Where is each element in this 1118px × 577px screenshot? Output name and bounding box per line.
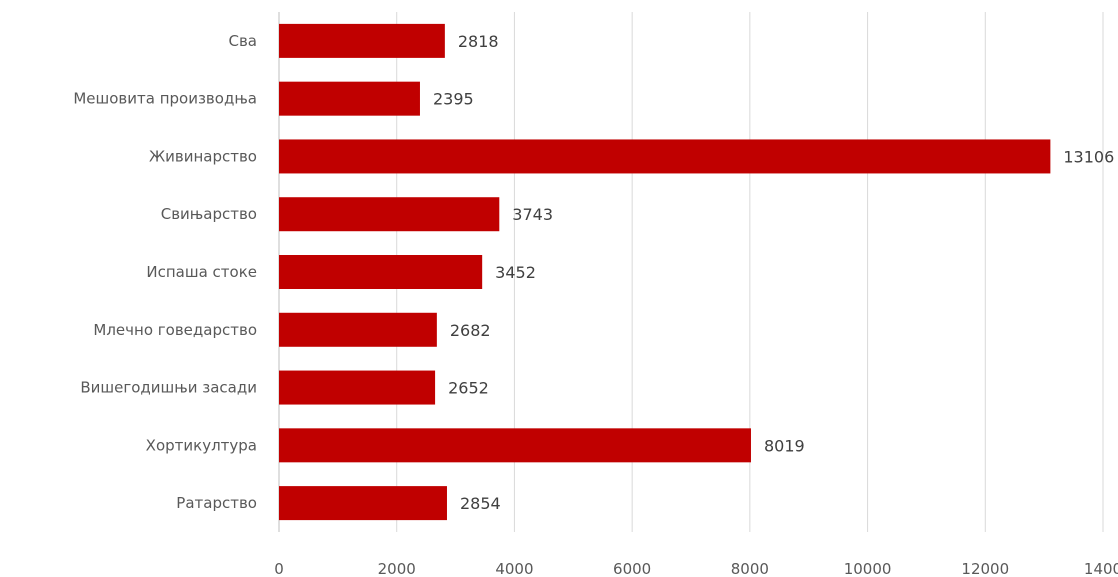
bar (279, 370, 436, 405)
value-label: 3452 (495, 263, 536, 282)
value-label: 3743 (512, 205, 553, 224)
x-tick-label: 1400 (1084, 560, 1118, 577)
value-label: 2854 (460, 494, 501, 513)
category-label: Испаша стоке (146, 263, 257, 281)
category-label: Ратарство (176, 494, 257, 512)
bar (279, 139, 1051, 174)
x-tick-label: 2000 (378, 560, 416, 577)
category-label: Сва (228, 32, 257, 50)
x-tick-label: 4000 (495, 560, 533, 577)
value-label: 8019 (764, 436, 805, 455)
x-tick-label: 10000 (844, 560, 892, 577)
bar (279, 23, 445, 58)
value-label: 2818 (458, 32, 499, 51)
x-axis-tick-labels: 0 2000 4000 6000 8000 10000 12000 1400 (274, 560, 1118, 577)
x-tick-label: 8000 (731, 560, 769, 577)
category-labels: Сва Мешовита производња Живинарство Свињарс… (73, 32, 257, 512)
bar (279, 197, 500, 232)
value-label: 13106 (1063, 147, 1114, 166)
value-label: 2682 (450, 321, 491, 340)
x-tick-label: 6000 (613, 560, 651, 577)
category-label: Млечно говедарство (93, 321, 257, 339)
category-label: Хортикултура (146, 436, 257, 454)
category-label: Мешовита производња (73, 90, 257, 108)
bar (279, 428, 751, 463)
x-tick-label: 12000 (961, 560, 1009, 577)
bar (279, 486, 447, 521)
value-label: 2652 (448, 379, 489, 398)
value-label: 2395 (433, 90, 474, 109)
bar (279, 255, 483, 289)
x-tick-label: 0 (274, 560, 284, 577)
bar (279, 81, 420, 116)
bar (279, 312, 437, 347)
category-label: Живинарство (149, 147, 257, 165)
bars (279, 23, 1051, 521)
value-labels: 2818 2395 13106 3743 3452 2682 2652 8019 2854 (433, 32, 1114, 513)
category-label: Свињарство (161, 205, 257, 223)
category-label: Вишегодишњи засади (80, 379, 257, 397)
